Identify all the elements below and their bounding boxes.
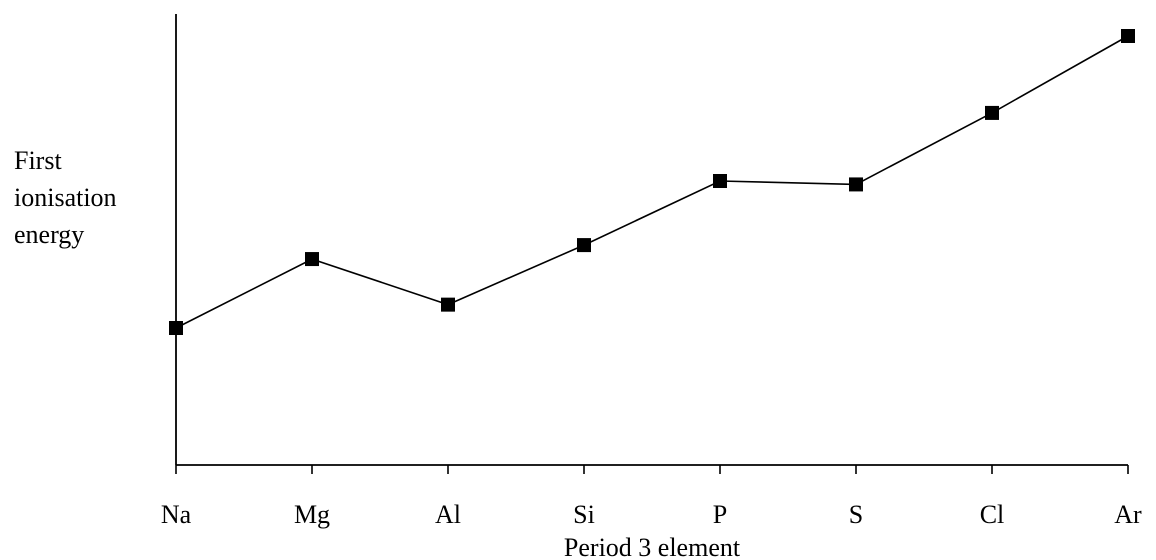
y-axis-label-line-2: ionisation xyxy=(14,183,117,212)
y-axis-label-line-1: First xyxy=(14,146,62,175)
x-tick-label: Al xyxy=(435,500,461,529)
x-tick-label: Mg xyxy=(294,500,330,529)
x-axis-label: Period 3 element xyxy=(564,533,741,560)
series-markers xyxy=(169,29,1135,335)
x-tick-label: Cl xyxy=(980,500,1005,529)
data-point-marker xyxy=(169,321,183,335)
data-point-marker xyxy=(1121,29,1135,43)
series-line xyxy=(175,35,1129,329)
x-tick-label: S xyxy=(849,500,863,529)
y-axis-label-line-3: energy xyxy=(14,220,85,249)
data-point-marker xyxy=(441,297,455,312)
data-point-marker xyxy=(305,252,319,267)
x-tick-label: P xyxy=(713,500,727,529)
x-axis-tick-labels: Na Mg Al Si P S Cl Ar xyxy=(161,500,1142,529)
x-tick-label: Na xyxy=(161,500,192,529)
x-axis-ticks xyxy=(175,465,1129,474)
data-point-marker xyxy=(985,105,999,120)
x-tick-label: Ar xyxy=(1114,500,1142,529)
data-point-marker xyxy=(713,174,727,189)
data-point-marker xyxy=(849,177,863,192)
data-point-marker xyxy=(577,238,591,253)
x-tick-label: Si xyxy=(573,500,595,529)
